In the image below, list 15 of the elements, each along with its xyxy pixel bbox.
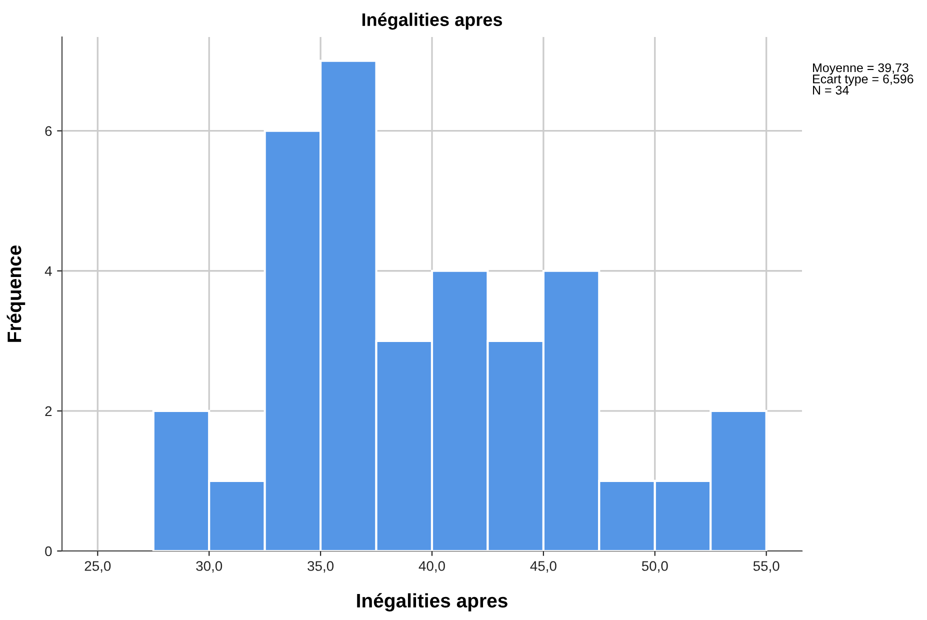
y-tick-label: 2 bbox=[45, 406, 52, 416]
y-tick-label: 0 bbox=[45, 546, 52, 556]
text: Moyenne = 39,73 Ecart type = 6,596 N = 34 bbox=[813, 63, 914, 95]
x-tick-label: 25,0 bbox=[84, 561, 111, 573]
x-tick-label: 30,0 bbox=[196, 561, 222, 573]
chart-title: Inégalities apres bbox=[362, 12, 502, 30]
x-tick-label: 55,0 bbox=[753, 561, 780, 573]
x-tick-label: 40,0 bbox=[418, 561, 445, 573]
y-tick-label: 4 bbox=[44, 266, 52, 276]
y-axis-title: Fréquence bbox=[6, 245, 26, 342]
x-axis-title: Inégalities apres bbox=[357, 593, 508, 612]
y-tick-label: 6 bbox=[45, 126, 52, 136]
x-tick-label: 35,0 bbox=[308, 561, 334, 573]
x-tick-label: 45,0 bbox=[530, 561, 556, 573]
x-tick-label: 50,0 bbox=[642, 561, 668, 573]
